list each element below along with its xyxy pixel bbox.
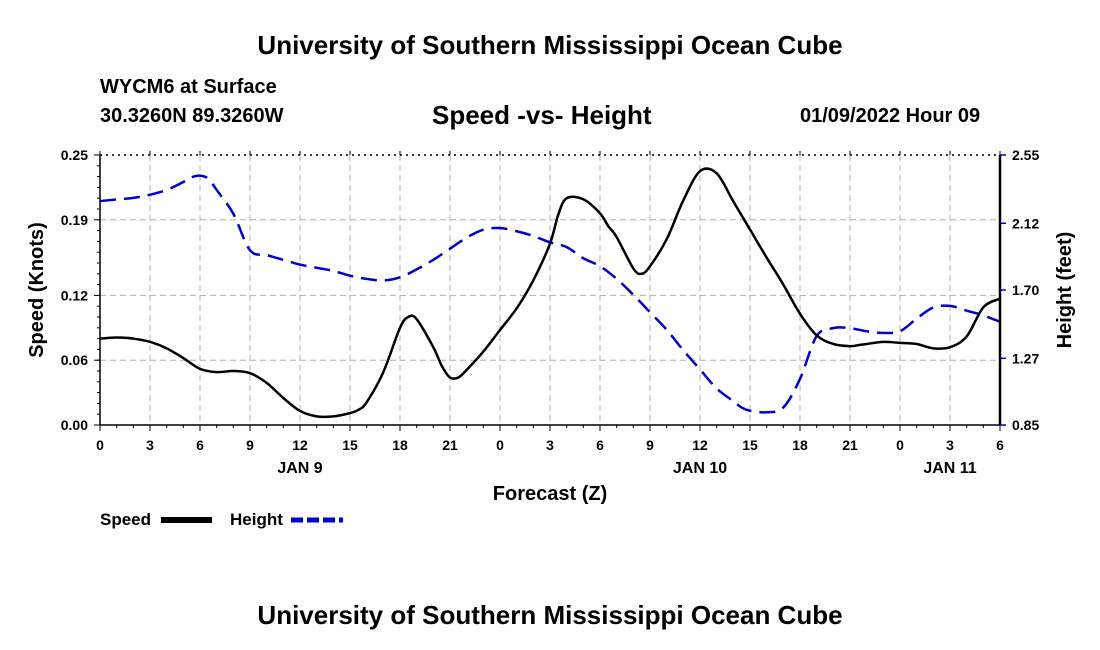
x-tick-label: 3: [546, 437, 554, 453]
x-tick-label: 9: [246, 437, 254, 453]
x-tick-label: 21: [442, 437, 458, 453]
x-tick-label: 6: [196, 437, 204, 453]
y2-tick-label: 2.12: [1012, 215, 1039, 231]
x-tick-label: 6: [996, 437, 1004, 453]
datetime-label: 01/09/2022 Hour 09: [800, 105, 981, 127]
y-tick-label: 0.25: [61, 147, 88, 163]
y2-axis-title: Height (feet): [1054, 232, 1076, 349]
legend: Speed Height: [100, 510, 343, 529]
y-tick-label: 0.12: [61, 287, 88, 303]
series-line-height: [99, 174, 1001, 414]
title-top: University of Southern Mississippi Ocean…: [257, 30, 843, 60]
x-tick-label: 3: [146, 437, 154, 453]
axis-ticks: [94, 151, 1006, 431]
x-tick-label: 0: [496, 437, 504, 453]
x-tick-label: 3: [946, 437, 954, 453]
y-tick-label: 0.19: [61, 212, 88, 228]
title-bottom: University of Southern Mississippi Ocean…: [257, 600, 843, 630]
y2-tick-label: 1.27: [1012, 350, 1039, 366]
y-axis-title: Speed (Knots): [26, 222, 48, 358]
legend-label-height: Height: [230, 510, 283, 529]
coordinates-label: 30.3260N 89.3260W: [100, 105, 284, 127]
day-label: JAN 9: [277, 460, 322, 477]
y2-tick-label: 0.85: [1012, 417, 1039, 433]
x-tick-label: 18: [392, 437, 408, 453]
series-line-speed: [99, 167, 1001, 419]
chart-title: Speed -vs- Height: [432, 100, 652, 130]
x-axis-title: Forecast (Z): [493, 483, 607, 505]
x-tick-label: 21: [842, 437, 858, 453]
x-tick-label: 0: [896, 437, 904, 453]
station-label: WYCM6 at Surface: [100, 76, 277, 98]
y-tick-label: 0.00: [61, 417, 88, 433]
x-tick-label: 15: [342, 437, 358, 453]
grid: [100, 155, 1000, 425]
legend-label-speed: Speed: [100, 510, 151, 529]
series-group: [99, 167, 1001, 419]
x-tick-label: 15: [742, 437, 758, 453]
x-tick-label: 0: [96, 437, 104, 453]
day-label: JAN 10: [673, 460, 727, 477]
x-tick-label: 6: [596, 437, 604, 453]
x-tick-label: 12: [292, 437, 308, 453]
y2-tick-label: 2.55: [1012, 147, 1039, 163]
x-tick-label: 12: [692, 437, 708, 453]
day-label: JAN 11: [923, 460, 976, 477]
y-tick-label: 0.06: [61, 352, 88, 368]
y2-tick-label: 1.70: [1012, 282, 1039, 298]
x-tick-label: 18: [792, 437, 808, 453]
x-tick-label: 9: [646, 437, 654, 453]
axis-labels: Forecast (Z) Speed (Knots) Height (feet)…: [26, 147, 1076, 505]
